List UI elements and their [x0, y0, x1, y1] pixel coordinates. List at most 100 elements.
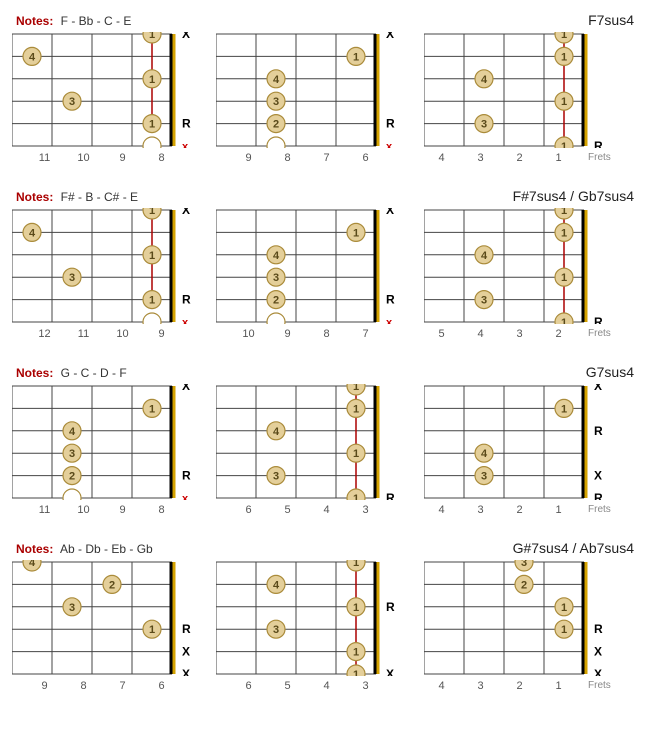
string-mark: x: [386, 317, 393, 324]
notes-value: Ab - Db - Eb - Gb: [57, 542, 152, 556]
chord-diagram: 114131R: [424, 208, 606, 324]
notes-label: Notes: G - C - D - F: [16, 366, 127, 380]
finger-dot: [143, 137, 161, 148]
string-mark: R: [594, 622, 603, 636]
chord-diagram: 1432XRx: [216, 208, 398, 324]
frets-caption: Frets: [588, 328, 611, 339]
svg-text:1: 1: [149, 74, 155, 86]
finger-dot: [267, 313, 285, 324]
notes-value: F - Bb - C - E: [57, 14, 131, 28]
diagram-wrap: 14131XRx111098: [12, 32, 194, 164]
chord-chart-grid: Notes: F - Bb - C - E F7sus4 14131XRx111…: [12, 12, 638, 692]
svg-text:2: 2: [69, 471, 75, 483]
svg-text:1: 1: [353, 51, 359, 63]
diagram-wrap: 3211RXX4321Frets: [420, 560, 611, 692]
chord-diagram: 3211RXX: [424, 560, 606, 676]
string-mark: X: [594, 384, 602, 393]
svg-text:4: 4: [29, 51, 36, 63]
svg-text:3: 3: [481, 295, 487, 307]
notes-label: Notes: Ab - Db - Eb - Gb: [16, 542, 153, 556]
string-mark: R: [182, 117, 191, 131]
finger-dot: [63, 489, 81, 500]
svg-text:1: 1: [353, 602, 359, 614]
string-mark: x: [182, 493, 189, 500]
chord-diagram: 14131XRx: [12, 208, 194, 324]
svg-text:3: 3: [481, 471, 487, 483]
chord-diagram: 141311RX: [216, 560, 398, 676]
chord-name: G#7sus4 / Ab7sus4: [513, 540, 634, 556]
finger-dot: [143, 313, 161, 324]
string-mark: R: [594, 491, 603, 500]
notes-label: Notes: F - Bb - C - E: [16, 14, 131, 28]
svg-text:1: 1: [561, 141, 567, 148]
chord-name: F7sus4: [588, 12, 634, 28]
finger-dot: [267, 137, 285, 148]
string-mark: X: [182, 208, 190, 217]
svg-text:1: 1: [353, 403, 359, 415]
diagram-wrap: 1432XRx10987: [216, 208, 398, 340]
fret-numbers: 111098: [23, 504, 183, 516]
fret-numbers: 4321: [420, 504, 580, 516]
svg-text:1: 1: [149, 32, 155, 41]
svg-text:1: 1: [149, 250, 155, 262]
string-mark: x: [182, 141, 189, 148]
svg-text:2: 2: [521, 579, 527, 591]
svg-text:1: 1: [353, 647, 359, 659]
string-mark: X: [386, 32, 394, 41]
chord-row: Notes: F# - B - C# - E F#7sus4 / Gb7sus4…: [12, 188, 638, 340]
svg-text:4: 4: [29, 227, 36, 239]
diagram-wrap: 141311RX6543: [216, 560, 398, 692]
svg-text:1: 1: [149, 403, 155, 415]
svg-text:3: 3: [273, 272, 279, 284]
diagram-wrap: 4231RXX9876: [12, 560, 194, 692]
svg-text:1: 1: [561, 272, 567, 284]
svg-text:3: 3: [69, 448, 75, 460]
notes-value: G - C - D - F: [57, 366, 126, 380]
svg-text:1: 1: [561, 51, 567, 63]
fret-numbers: 4321: [420, 152, 580, 164]
svg-text:1: 1: [353, 227, 359, 239]
svg-text:1: 1: [149, 208, 155, 217]
fret-numbers: 10987: [227, 328, 387, 340]
diagram-wrap: 114131R6543: [216, 384, 398, 516]
svg-text:4: 4: [69, 426, 76, 438]
string-mark: X: [594, 645, 602, 659]
svg-text:4: 4: [481, 250, 488, 262]
chord-row: Notes: Ab - Db - Eb - Gb G#7sus4 / Ab7su…: [12, 540, 638, 692]
svg-text:4: 4: [273, 74, 280, 86]
chord-diagram: 114131R: [424, 32, 606, 148]
fret-numbers: 9876: [23, 680, 183, 692]
string-mark: R: [182, 293, 191, 307]
string-mark: x: [386, 141, 393, 148]
svg-text:1: 1: [561, 317, 567, 324]
string-mark: X: [386, 667, 394, 676]
svg-text:1: 1: [149, 624, 155, 636]
fret-numbers: 5432: [420, 328, 580, 340]
string-mark: R: [182, 622, 191, 636]
string-mark: R: [386, 293, 395, 307]
frets-caption: Frets: [588, 504, 611, 515]
chord-diagram: 1432XRx: [12, 384, 194, 500]
chord-row: Notes: G - C - D - F G7sus4 1 4 3 2 X Rx 11109…: [12, 364, 638, 516]
svg-text:4: 4: [273, 579, 280, 591]
fret-numbers: 6543: [227, 680, 387, 692]
svg-text:4: 4: [273, 426, 280, 438]
frets-caption: Frets: [588, 152, 611, 163]
svg-text:3: 3: [273, 96, 279, 108]
notes-label: Notes: F# - B - C# - E: [16, 190, 138, 204]
chord-diagram: 4231RXX: [12, 560, 194, 676]
string-mark: R: [594, 424, 603, 438]
string-mark: x: [182, 317, 189, 324]
svg-text:1: 1: [353, 493, 359, 500]
fret-numbers: 111098: [23, 152, 183, 164]
svg-text:1: 1: [353, 448, 359, 460]
string-mark: R: [386, 117, 395, 131]
chord-diagram: 143XRXR: [424, 384, 606, 500]
string-mark: X: [182, 645, 190, 659]
chord-name: G7sus4: [586, 364, 634, 380]
svg-text:2: 2: [273, 295, 279, 307]
diagram-wrap: 1432XRx111098: [12, 384, 194, 516]
notes-value: F# - B - C# - E: [57, 190, 138, 204]
svg-text:1: 1: [561, 96, 567, 108]
fret-numbers: 1211109: [23, 328, 183, 340]
